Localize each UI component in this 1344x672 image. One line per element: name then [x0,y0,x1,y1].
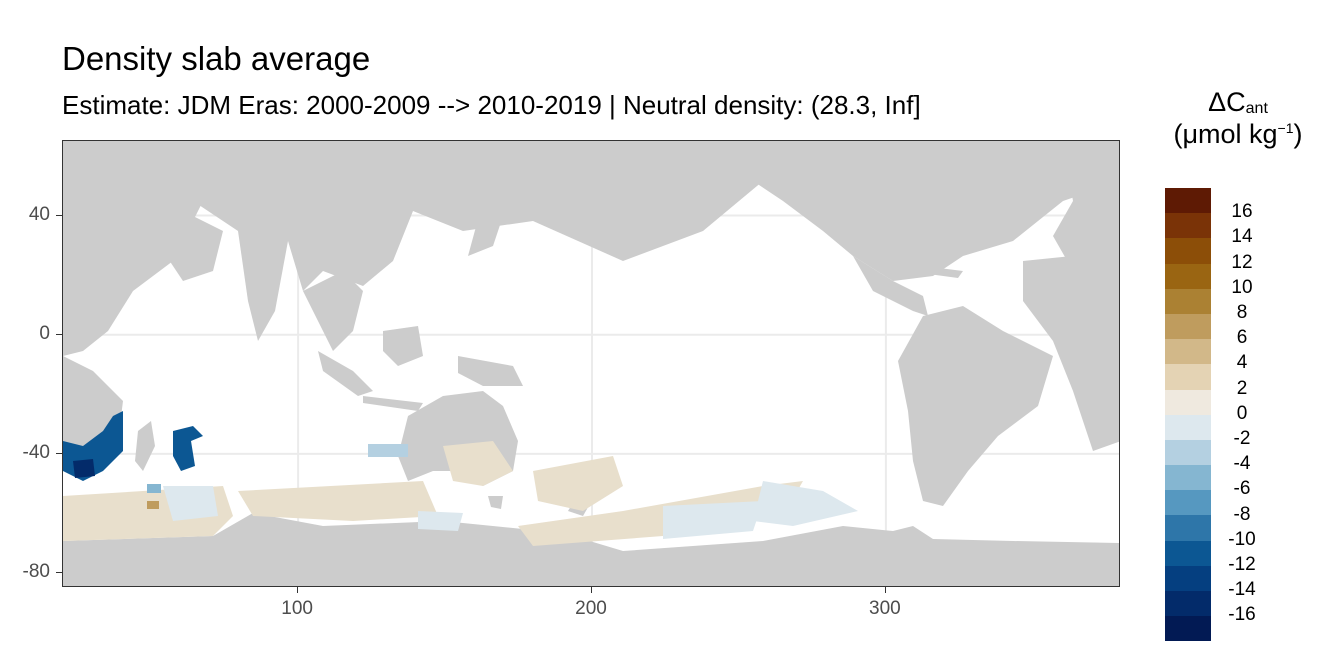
colorbar-swatch [1165,339,1211,365]
land-madagascar [135,421,155,471]
colorbar-swatch [1165,263,1211,289]
colorbar-swatch [1165,515,1211,541]
colorbar-label: -10 [1228,528,1256,550]
colorbar-swatch [1165,364,1211,390]
colorbar-swatch [1165,213,1211,239]
legend-title-sub: ant [1245,100,1268,117]
colorbar-swatch [1165,490,1211,516]
field-negative-5 [368,444,408,457]
y-tick-label: -40 [22,441,50,463]
y-tick-mark [56,214,62,216]
x-tick-mark [591,587,592,593]
land-indochina [303,271,363,351]
colorbar [1165,188,1211,642]
y-tick-label: 0 [39,322,50,344]
land-borneo [383,326,423,366]
land-africa-east [1023,251,1119,451]
colorbar-label: -6 [1233,478,1251,500]
land-java [363,396,423,411]
land-arabia [163,201,223,281]
colorbar-label: 2 [1236,377,1248,399]
land-japan [468,201,503,256]
land-africa [63,141,203,356]
x-tick-mark [884,587,886,593]
world-map [63,141,1119,586]
land-india [238,231,288,341]
land-new-guinea [458,356,523,386]
colorbar-swatch [1165,465,1211,491]
field-strong-neg-5 [147,501,159,509]
colorbar-label: -16 [1228,604,1256,626]
field-negative-1 [163,486,218,521]
field-strong-neg-2 [73,459,95,478]
colorbar-swatch [1165,313,1211,340]
colorbar-label: -8 [1233,503,1251,525]
land-europe-east [1053,141,1119,271]
land-tasmania [488,496,503,509]
legend-unit-suffix: ) [1293,119,1303,150]
y-tick-label: -80 [22,561,50,583]
colorbar-label: 4 [1236,352,1248,374]
land-north-america [693,141,1119,281]
land-antarctica [63,513,1119,586]
colorbar-label: 14 [1231,226,1253,248]
legend-title-main: ΔC [1208,87,1246,117]
colorbar-swatch [1165,591,1211,617]
colorbar-label: 12 [1231,251,1253,273]
field-negative-2 [418,511,463,531]
field-strong-neg-3 [173,426,203,471]
y-tick-mark [56,333,62,335]
field-negative-4 [663,501,763,539]
map-title: Density slab average [62,40,371,77]
land-cuba [921,266,963,278]
field-positive-3 [443,441,513,486]
land-eurasia [163,141,853,291]
y-tick-mark [56,452,62,454]
map-panel [62,140,1120,587]
colorbar-swatch [1165,288,1211,314]
field-positive-4 [533,456,623,511]
colorbar-label: 8 [1236,302,1248,323]
colorbar-label: 6 [1236,327,1248,349]
map-subtitle: Estimate: JDM Eras: 2000-2009 --> 2010-2… [62,90,921,120]
colorbar-swatch [1165,565,1211,591]
delta-c-field [63,411,858,546]
x-tick-label: 100 [281,598,313,619]
colorbar-label: -14 [1228,579,1256,601]
colorbar-swatch [1165,389,1211,415]
legend-unit-sup: −1 [1277,120,1294,137]
colorbar-label: 0 [1236,402,1248,424]
colorbar-swatch [1165,414,1211,440]
land-south-america [898,306,1053,506]
colorbar-label: 16 [1231,201,1253,223]
colorbar-label: -2 [1233,428,1251,449]
colorbar-swatch [1165,616,1211,642]
colorbar-label: 10 [1231,276,1253,298]
colorbar-swatch [1165,238,1211,264]
colorbar-swatch [1165,188,1211,214]
field-positive-2 [238,481,438,521]
x-tick-mark [297,587,299,593]
colorbar-swatch [1165,540,1211,566]
land-central-america [853,256,928,316]
colorbar-label: -12 [1228,554,1256,575]
legend-unit-prefix: (μmol kg [1173,119,1278,150]
y-tick-mark [56,572,62,574]
legend-title: ΔCant (μmol kg−1) [1158,86,1318,151]
colorbar-swatch [1165,439,1211,466]
x-tick-label: 300 [869,598,901,619]
colorbar-label: -4 [1233,453,1251,475]
x-tick-label: 200 [575,598,607,619]
field-positive-5 [518,481,803,546]
field-strong-neg-4 [147,484,161,493]
field-negative-3 [753,481,858,526]
y-tick-label: 40 [28,203,50,225]
land-sumatra [318,351,373,396]
